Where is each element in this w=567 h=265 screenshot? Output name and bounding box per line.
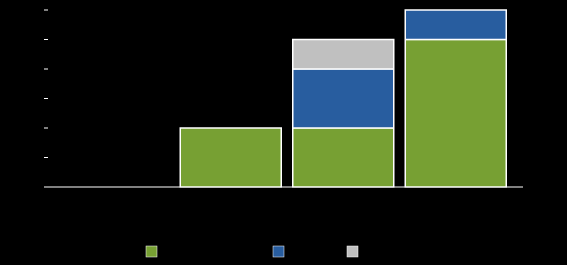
bar-segment (292, 127, 395, 188)
legend-swatch (145, 245, 158, 258)
legend-swatch (272, 245, 285, 258)
legend-swatch (346, 245, 359, 258)
bar-segment (292, 68, 395, 129)
bar-segment (292, 38, 395, 70)
bar-segment (404, 38, 507, 188)
bar-segment (179, 127, 282, 188)
bar-segment (404, 9, 507, 41)
